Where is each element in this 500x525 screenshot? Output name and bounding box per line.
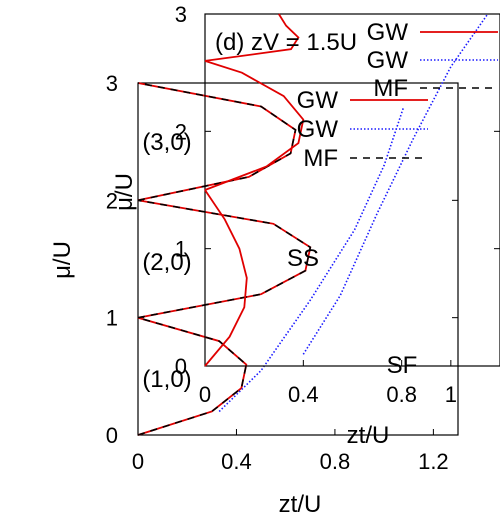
legend-label: MF	[303, 145, 338, 172]
outer-x-axis-label: zt/U	[279, 491, 322, 518]
inset-plot-frame	[204, 13, 500, 367]
y-tick-label: 2	[106, 188, 118, 213]
series-line	[204, 60, 305, 191]
series-line	[204, 189, 248, 367]
y-tick-label: 0	[106, 423, 118, 448]
x-tick-label: 0.8	[320, 449, 351, 474]
legend-label: GW	[367, 47, 409, 74]
y-tick-label: 3	[175, 2, 187, 27]
y-tick-label: 1	[106, 306, 118, 331]
region-label: (3,0)	[142, 129, 191, 156]
x-tick-label: 1.2	[418, 449, 449, 474]
legend-label: GW	[297, 116, 339, 143]
series-line	[204, 13, 300, 62]
region-label: (2,0)	[142, 249, 191, 276]
series-line	[137, 199, 312, 319]
x-tick-label: 0.4	[288, 382, 319, 407]
inset-x-axis-label: zt/U	[347, 422, 390, 449]
series-line	[137, 316, 248, 436]
x-tick-label: 0.4	[221, 449, 252, 474]
y-tick-label: 0	[175, 354, 187, 379]
legend-label: MF	[373, 75, 408, 102]
x-tick-label: 0.8	[386, 382, 417, 407]
region-label: SF	[387, 352, 418, 379]
legend-label: GW	[367, 19, 409, 46]
inset-y-axis-label: μ/U	[111, 173, 138, 211]
x-tick-label: 0	[199, 382, 211, 407]
region-label: SS	[287, 245, 319, 272]
x-tick-label: 1	[445, 382, 457, 407]
y-tick-label: 3	[106, 71, 118, 96]
x-tick-label: 0	[132, 449, 144, 474]
outer-y-axis-label: μ/U	[49, 241, 76, 279]
series-line	[218, 106, 405, 413]
inset-title: (d) zV = 1.5U	[215, 29, 357, 56]
legend-label: GW	[297, 87, 339, 114]
y-tick-label: 1	[175, 237, 187, 262]
y-tick-label: 2	[175, 119, 187, 144]
outer-plot-frame	[137, 82, 459, 436]
region-label: (1,0)	[142, 366, 191, 393]
inset-chart: 0 0.4 0.8 1 0 1 2 3 SF (d) zV = 1.5U zt/U μ/U	[111, 2, 500, 449]
outer-chart: 0 0.4 0.8 1.2 0 1 2 3 (1,0) (2,0) (3,0) SS zt/U μ/…	[49, 71, 459, 518]
